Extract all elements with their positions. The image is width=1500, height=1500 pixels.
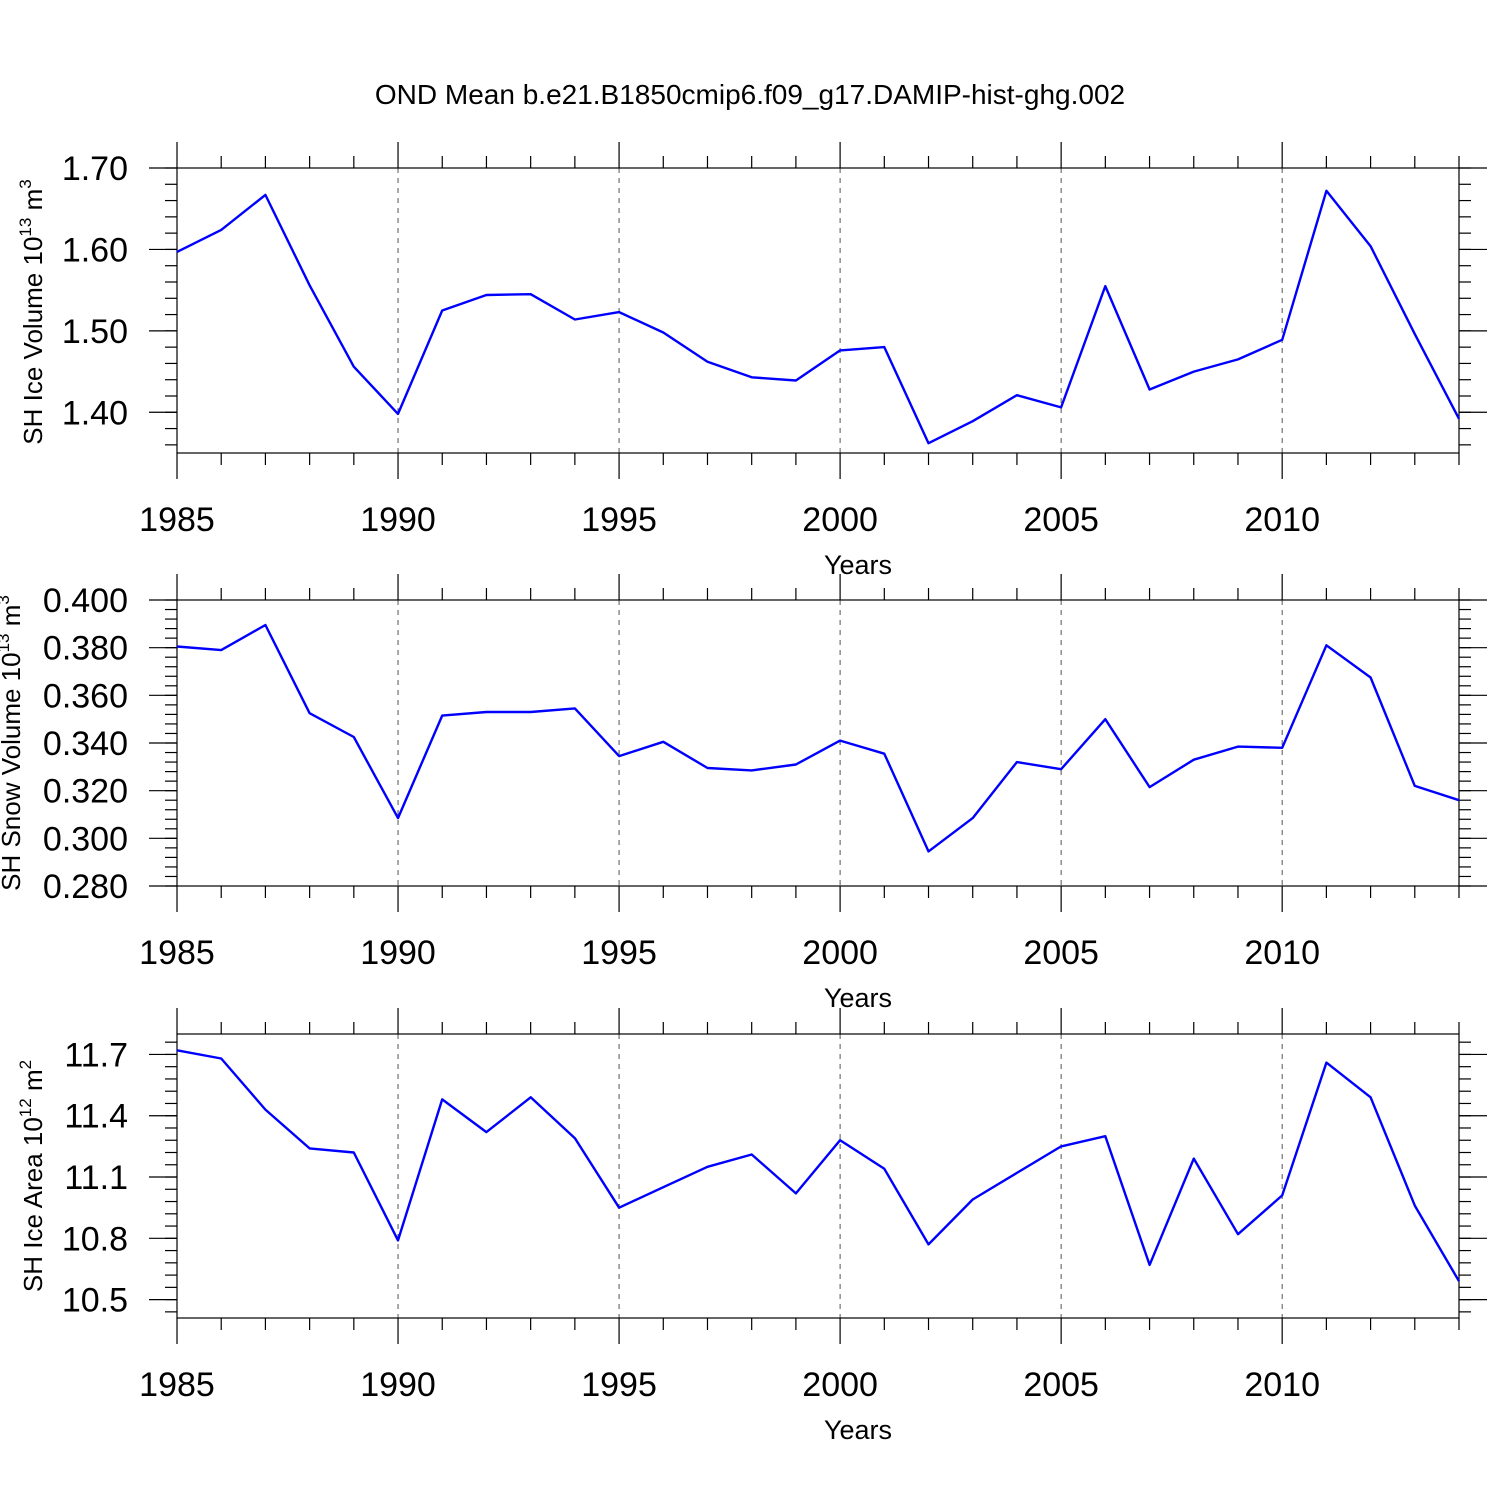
x-axis-label: Years	[824, 550, 892, 580]
x-tick-label: 2005	[1023, 501, 1099, 539]
x-tick-label: 2010	[1244, 934, 1320, 972]
y-axis-label: SH Ice Area 1012 m2	[16, 1060, 48, 1292]
panel-sh-ice-volume: 1985 1990 1995 2000 2005 2010 Years 1.40 1.50 1.6…	[16, 142, 1487, 580]
series-line-sh-ice-area	[176, 1049, 1461, 1282]
x-tick-label: 1995	[581, 1366, 657, 1404]
y-tick-label: 0.380	[43, 630, 128, 668]
chart-title: OND Mean b.e21.B1850cmip6.f09_g17.DAMIP-…	[375, 79, 1125, 110]
y-tick-label: 1.70	[62, 150, 128, 188]
x-axis-label: Years	[824, 983, 892, 1013]
y-tick-label: 1.40	[62, 394, 128, 432]
x-tick-label: 2005	[1023, 1366, 1099, 1404]
x-axis-label: Years	[824, 1415, 892, 1445]
y-tick-label: 10.8	[62, 1220, 128, 1258]
y-tick-label: 11.4	[64, 1098, 128, 1136]
y-tick-label: 11.1	[64, 1159, 128, 1197]
x-tick-label: 1990	[360, 501, 436, 539]
chart-panels: 1985 1990 1995 2000 2005 2010 Years 1.40 1.50 1.6…	[0, 142, 1487, 1445]
y-tick-label: 10.5	[62, 1282, 128, 1320]
x-tick-label: 1985	[139, 501, 215, 539]
x-tick-label: 2010	[1244, 501, 1320, 539]
x-tick-label: 1985	[139, 1366, 215, 1404]
y-tick-label: 0.280	[43, 868, 128, 906]
x-tick-label: 2000	[802, 934, 878, 972]
x-tick-label: 1995	[581, 934, 657, 972]
y-tick-label: 0.360	[43, 677, 128, 715]
y-tick-label: 0.300	[43, 820, 128, 858]
x-tick-label: 2005	[1023, 934, 1099, 972]
panel-sh-ice-area: 1985 1990 1995 2000 2005 2010 Years 10.5 10.8 11.…	[16, 1008, 1487, 1445]
x-tick-label: 2000	[802, 501, 878, 539]
x-tick-label: 1985	[139, 934, 215, 972]
y-axis-label: SH Ice Volume 1013 m3	[16, 179, 48, 444]
y-tick-label: 0.400	[43, 582, 128, 620]
x-tick-label: 2010	[1244, 1366, 1320, 1404]
x-tick-label: 1990	[360, 934, 436, 972]
x-tick-label: 2000	[802, 1366, 878, 1404]
y-tick-label: 0.340	[43, 725, 128, 763]
plot-frame	[176, 167, 1460, 454]
panel-sh-snow-volume: 1985 1990 1995 2000 2005 2010 Years 0.280 0.300 0…	[0, 574, 1487, 1013]
x-tick-label: 1995	[581, 501, 657, 539]
series-line-sh-snow-volume	[176, 623, 1460, 853]
plot-frame	[176, 1033, 1460, 1319]
x-tick-label: 1990	[360, 1366, 436, 1404]
y-axis-label: SH Snow Volume 1013 m3	[0, 595, 26, 891]
y-tick-label: 1.60	[62, 231, 128, 269]
y-tick-label: 0.320	[43, 773, 128, 811]
y-tick-label: 1.50	[62, 313, 128, 351]
series-line-sh-ice-volume	[176, 189, 1461, 445]
plot-frame	[176, 599, 1460, 887]
y-tick-label: 11.7	[64, 1036, 128, 1074]
